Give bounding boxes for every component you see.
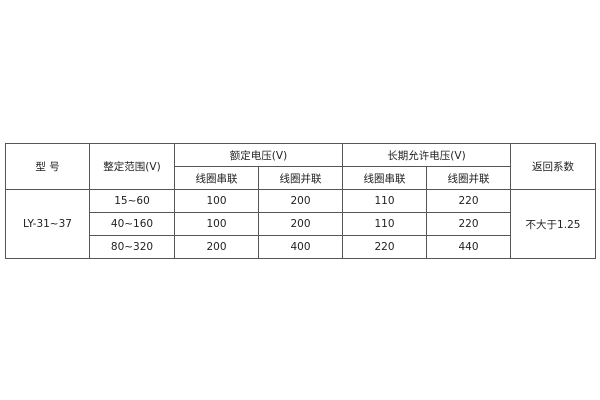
subheader-rated-series: 线圈串联 — [174, 166, 259, 190]
header-return-coef: 返回系数 — [510, 143, 596, 190]
header-range: 整定范围(V) — [89, 143, 175, 190]
rated-parallel-cell: 400 — [258, 235, 343, 259]
long-parallel-cell: 440 — [426, 235, 511, 259]
range-cell: 40~160 — [89, 212, 175, 236]
table-row: 40~160 100 200 110 220 — [6, 212, 596, 236]
long-series-cell: 110 — [342, 212, 427, 236]
rated-series-cell: 100 — [174, 189, 259, 213]
long-parallel-cell: 220 — [426, 189, 511, 213]
long-parallel-cell: 220 — [426, 212, 511, 236]
long-series-cell: 110 — [342, 189, 427, 213]
subheader-long-series: 线圈串联 — [342, 166, 427, 190]
rated-parallel-cell: 200 — [258, 189, 343, 213]
subheader-row: 线圈串联 线圈并联 线圈串联 线圈并联 — [6, 166, 596, 190]
subheader-long-parallel: 线圈并联 — [426, 166, 511, 190]
model-cell: LY-31~37 — [5, 189, 90, 259]
table-row: 80~320 200 400 220 440 — [6, 235, 596, 259]
return-coef-cell: 不大于1.25 — [510, 189, 596, 259]
range-cell: 15~60 — [89, 189, 175, 213]
subheader-rated-parallel: 线圈并联 — [258, 166, 343, 190]
header-long-term-voltage: 长期允许电压(V) — [342, 143, 511, 167]
header-row: 型 号 整定范围(V) 额定电压(V) 长期允许电压(V) 返回系数 — [5, 143, 596, 190]
range-cell: 80~320 — [89, 235, 175, 259]
rated-parallel-cell: 200 — [258, 212, 343, 236]
header-rated-voltage: 额定电压(V) — [174, 143, 343, 167]
header-model: 型 号 — [5, 143, 90, 190]
table-row: LY-31~37 15~60 100 200 110 220 不大于1.25 — [5, 189, 596, 259]
rated-series-cell: 100 — [174, 212, 259, 236]
rated-series-cell: 200 — [174, 235, 259, 259]
spec-table: 型 号 整定范围(V) 额定电压(V) 长期允许电压(V) 返回系数 线圈串联 … — [5, 143, 596, 259]
long-series-cell: 220 — [342, 235, 427, 259]
